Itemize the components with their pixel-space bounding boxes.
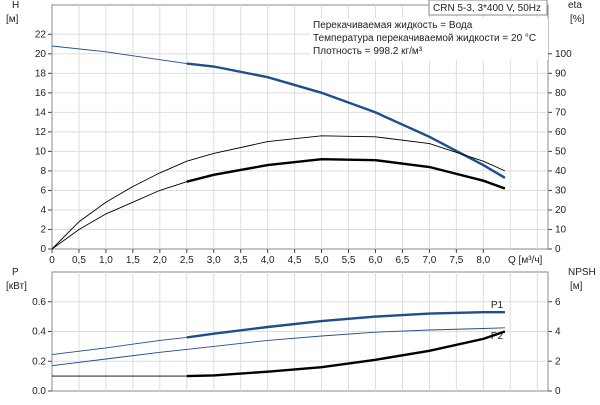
y2-tick-label: 4 [555, 327, 561, 338]
y2-axis-unit: [м] [570, 281, 583, 292]
y-tick-label: 0.2 [32, 356, 46, 367]
y2-axis-label: eta [568, 0, 582, 11]
x-tick-label: 7,5 [449, 255, 463, 266]
y2-tick-label: 0 [555, 244, 561, 255]
info-line: Плотность = 998.2 кг/м³ [313, 46, 423, 57]
info-line: Температура перекачиваемой жидкости = 20… [313, 33, 536, 44]
y2-tick-label: 6 [555, 297, 561, 308]
y-tick-label: 14 [35, 107, 47, 118]
x-tick-label: 6,5 [395, 255, 409, 266]
y-tick-label: 0.0 [32, 386, 46, 397]
y-axis-label: P [12, 267, 19, 278]
y2-tick-label: 0 [555, 386, 561, 397]
y-tick-label: 0.4 [32, 327, 46, 338]
y-tick-label: 12 [35, 127, 47, 138]
x-tick-label: 3,0 [207, 255, 221, 266]
y2-tick-label: 90 [555, 68, 567, 79]
model-box [428, 0, 548, 16]
y-tick-label: 8 [40, 166, 46, 177]
y-tick-label: 2 [40, 224, 46, 235]
info-line: Перекачиваемая жидкость = Вода [313, 20, 473, 31]
x-tick-label: 6,0 [369, 255, 383, 266]
y2-tick-label: 100 [555, 49, 572, 60]
x-tick-label: 1,5 [126, 255, 140, 266]
x-tick-label: 4,5 [288, 255, 302, 266]
x-tick-label: 5,5 [342, 255, 356, 266]
y2-tick-label: 2 [555, 356, 561, 367]
x-tick-label: 0,5 [72, 255, 86, 266]
x-tick-label: 1,0 [99, 255, 113, 266]
y2-tick-label: 30 [555, 185, 567, 196]
series-line [51, 327, 505, 367]
info-box [310, 18, 548, 60]
x-tick-label: 8,0 [476, 255, 490, 266]
y-tick-label: 20 [35, 49, 47, 60]
y-tick-label: 10 [35, 146, 47, 157]
y-axis-label: H [12, 0, 19, 11]
y2-tick-label: 10 [555, 224, 567, 235]
x-tick-label: 2,5 [180, 255, 194, 266]
series-line-duty [186, 157, 506, 190]
y-axis-unit: [м] [6, 14, 19, 25]
x-tick-label: 5,0 [315, 255, 329, 266]
series-label: P1 [491, 300, 504, 311]
x-tick-label: 4,0 [261, 255, 275, 266]
y-tick-label: 18 [35, 68, 47, 79]
x-tick-label: 3,5 [234, 255, 248, 266]
y-tick-label: 4 [40, 205, 46, 216]
y2-tick-label: 40 [555, 166, 567, 177]
y2-tick-label: 20 [555, 205, 567, 216]
x-axis-label: Q [м³/ч] [508, 255, 543, 266]
series-line [51, 135, 506, 250]
y-tick-label: 22 [35, 29, 47, 40]
y-tick-label: 0 [40, 244, 46, 255]
series-line-duty [186, 311, 505, 339]
series-label: P2 [491, 331, 504, 342]
x-tick-label: 0 [49, 255, 55, 266]
series-line-duty [186, 62, 506, 179]
y2-tick-label: 80 [555, 88, 567, 99]
y-tick-label: 0.6 [32, 297, 46, 308]
y-tick-label: 16 [35, 88, 47, 99]
y2-axis-label: NPSH [568, 267, 596, 278]
x-tick-label: 2,0 [153, 255, 167, 266]
y-axis-unit: [кВт] [6, 281, 27, 292]
y2-axis-unit: [%] [570, 14, 585, 25]
y-tick-label: 6 [40, 185, 46, 196]
y2-tick-label: 50 [555, 146, 567, 157]
model-label: CRN 5-3, 3*400 V, 50Hz [433, 3, 541, 14]
series-line-duty [186, 330, 506, 378]
y2-tick-label: 70 [555, 107, 567, 118]
y2-tick-label: 60 [555, 127, 567, 138]
x-tick-label: 7,0 [422, 255, 436, 266]
